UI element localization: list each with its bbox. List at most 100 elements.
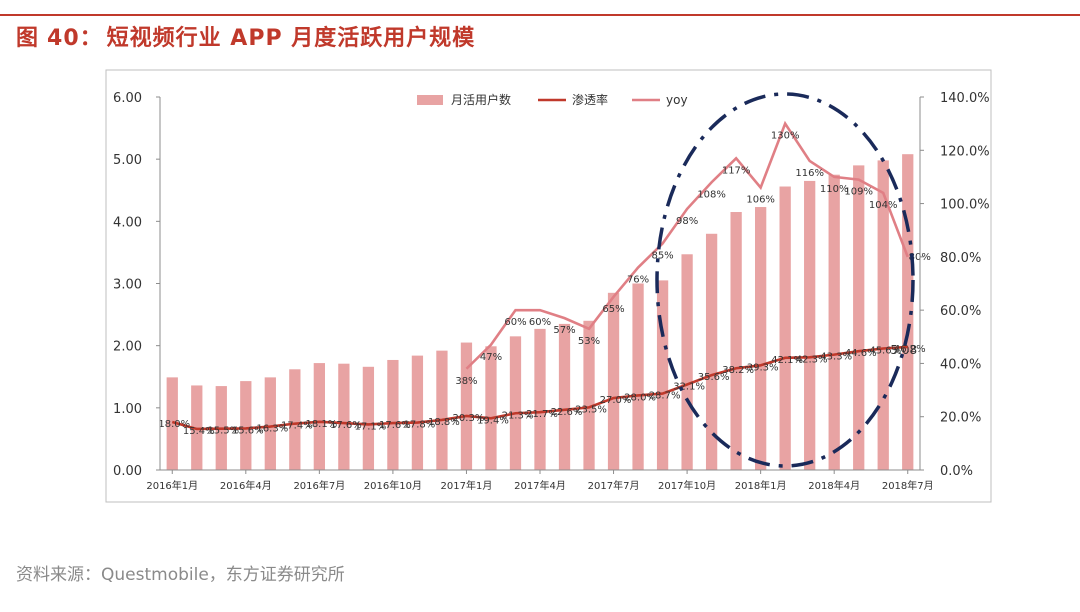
yoy-data-label: 38%	[455, 376, 477, 387]
y-left-tick-label: 6.00	[113, 91, 142, 106]
yoy-data-label: 116%	[795, 168, 824, 179]
penetration-data-label: 15.6%	[232, 425, 264, 436]
mau-bar	[460, 342, 473, 470]
y-right-tick-label: 60.0%	[940, 304, 981, 319]
mau-bar	[632, 283, 644, 470]
penetration-data-label: 16.3%	[256, 424, 288, 435]
yoy-data-label: 130%	[771, 131, 800, 142]
penetration-data-label: 43.3%	[820, 352, 852, 363]
penetration-data-label: 18.1%	[305, 419, 337, 430]
penetration-data-label: 46.2%	[894, 344, 926, 355]
yoy-data-label: 76%	[627, 275, 649, 286]
y-right-tick-label: 140.0%	[940, 91, 990, 106]
penetration-data-label: 17.6%	[379, 420, 411, 431]
mau-bar	[607, 292, 620, 470]
y-right-tick-label: 120.0%	[940, 144, 990, 159]
penetration-data-label: 19.4%	[477, 415, 509, 426]
y-right-tick-label: 40.0%	[940, 357, 981, 372]
yoy-data-label: 110%	[820, 184, 849, 195]
y-right-tick-label: 80.0%	[940, 251, 981, 266]
figure-number: 40：	[47, 26, 103, 51]
mau-bar	[853, 165, 865, 470]
x-tick-label: 2016年10月	[364, 479, 422, 492]
x-tick-label: 2018年1月	[735, 479, 787, 492]
figure-title-text: 短视频行业 APP 月度活跃用户规模	[106, 26, 476, 51]
legend-label-penetration: 渗透率	[572, 92, 608, 107]
penetration-data-label: 38.2%	[722, 365, 754, 376]
mau-bar	[583, 320, 595, 470]
y-right-tick-label: 0.0%	[940, 464, 973, 479]
y-left-tick-label: 2.00	[113, 340, 142, 355]
x-tick-label: 2016年4月	[220, 479, 272, 492]
y-left-tick-label: 5.00	[113, 153, 142, 168]
mau-bar	[313, 363, 325, 470]
penetration-data-label: 45.6%	[869, 346, 901, 357]
penetration-data-label: 18.8%	[428, 417, 460, 428]
yoy-data-label: 106%	[746, 195, 775, 206]
mau-bar	[289, 369, 301, 470]
x-tick-label: 2018年7月	[882, 479, 934, 492]
penetration-data-label: 21.3%	[502, 410, 534, 421]
y-right-tick-label: 100.0%	[940, 198, 990, 213]
mau-bar	[509, 336, 522, 470]
x-tick-label: 2017年1月	[441, 479, 493, 492]
mau-bar	[436, 350, 448, 470]
x-tick-label: 2016年1月	[146, 479, 198, 492]
penetration-data-label: 15.4%	[183, 426, 215, 437]
source-note: 资料来源：Questmobile，东方证券研究所	[16, 565, 345, 585]
mau-bar	[240, 381, 252, 470]
mau-bar	[730, 212, 742, 470]
penetration-data-label: 17.1%	[354, 421, 386, 432]
x-tick-label: 2018年4月	[808, 479, 860, 492]
penetration-data-label: 32.1%	[673, 381, 705, 392]
penetration-data-label: 17.6%	[330, 420, 362, 431]
x-tick-label: 2017年4月	[514, 479, 566, 492]
mau-bar	[558, 323, 571, 470]
yoy-data-label: 98%	[676, 216, 698, 227]
penetration-data-label: 42.1%	[771, 355, 803, 366]
mau-bar	[387, 359, 399, 470]
yoy-data-label: 104%	[869, 200, 898, 211]
penetration-data-label: 18.0%	[158, 419, 190, 430]
title-rule	[0, 14, 1080, 16]
mau-bar	[264, 377, 276, 470]
mau-bar	[755, 207, 767, 470]
mau-bar	[779, 186, 791, 470]
mau-bar	[166, 377, 178, 470]
yoy-data-label: 60%	[504, 317, 526, 328]
penetration-data-label: 20.3%	[453, 413, 485, 424]
mau-bar	[411, 355, 424, 470]
y-right-tick-label: 20.0%	[940, 411, 981, 426]
mau-bar	[338, 363, 350, 470]
x-tick-label: 2016年7月	[293, 479, 345, 492]
yoy-data-label: 117%	[722, 165, 751, 176]
chart-frame	[105, 69, 992, 503]
x-tick-label: 2017年7月	[588, 479, 640, 492]
yoy-line	[465, 120, 909, 370]
y-left-tick-label: 0.00	[113, 464, 142, 479]
mau-bar	[485, 346, 497, 470]
yoy-data-label: 109%	[844, 187, 873, 198]
yoy-data-label: 85%	[651, 251, 673, 262]
legend-swatch-mau	[417, 95, 443, 105]
penetration-data-label: 39.3%	[747, 362, 779, 373]
penetration-data-label: 22.6%	[551, 407, 583, 418]
penetration-line	[171, 345, 908, 431]
mau-bar	[902, 154, 914, 470]
legend-label-mau: 月活用户数	[451, 92, 511, 107]
legend-label-yoy: yoy	[666, 93, 688, 107]
y-left-tick-label: 3.00	[113, 278, 142, 293]
mau-bar	[656, 280, 669, 470]
penetration-data-label: 27.0%	[600, 395, 632, 406]
yoy-data-label: 108%	[697, 189, 726, 200]
mau-bar	[804, 180, 816, 471]
penetration-data-label: 23.5%	[575, 404, 607, 415]
yoy-data-label: 60%	[529, 317, 551, 328]
yoy-data-label: 57%	[553, 325, 575, 336]
mau-bar	[681, 254, 693, 470]
penetration-data-label: 28.7%	[649, 391, 681, 402]
yoy-data-label: 47%	[480, 352, 502, 363]
mau-bar	[534, 328, 546, 470]
yoy-data-label: 65%	[602, 304, 624, 315]
